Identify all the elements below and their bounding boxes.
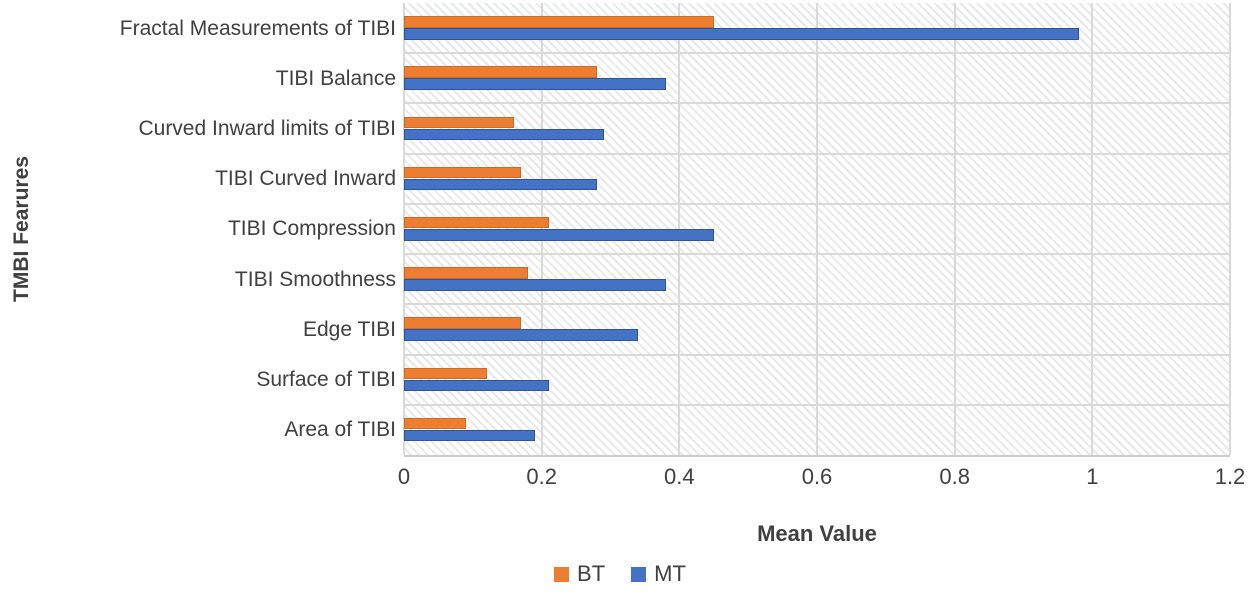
bar-mt — [404, 78, 666, 90]
bar-mt — [404, 379, 549, 392]
bar-mt — [404, 128, 604, 141]
category-axis: Fractal Measurements of TIBI TIBI Balance… — [0, 3, 396, 455]
bar-mt — [404, 429, 535, 442]
x-axis-title: Mean Value — [757, 521, 877, 546]
row-separator — [404, 102, 1230, 105]
category-label: Surface of TIBI — [256, 368, 396, 392]
row-separator — [404, 303, 1230, 306]
bar-bt — [404, 367, 487, 380]
bar-bt — [404, 116, 515, 129]
gridline — [1091, 3, 1094, 455]
bar-mt — [404, 279, 666, 291]
category-label: Curved Inward limits of TIBI — [138, 117, 396, 140]
x-tick-label: 0.2 — [526, 464, 557, 489]
bar-bt — [404, 267, 528, 279]
bar-mt — [404, 229, 714, 241]
category-label: TIBI Balance — [275, 66, 396, 90]
legend-swatch-bt — [554, 566, 570, 582]
plot-area — [403, 3, 1231, 457]
bar-mt — [404, 28, 1079, 40]
legend-label: MT — [654, 561, 686, 586]
row-separator — [404, 353, 1230, 356]
row-separator — [404, 403, 1230, 406]
row-separator — [404, 202, 1230, 205]
bar-bt — [404, 16, 714, 28]
legend: BT MT — [0, 561, 1240, 587]
bar-bt — [404, 317, 522, 329]
x-tick-label: 0.8 — [939, 464, 970, 489]
category-label: TIBI Compression — [227, 217, 396, 241]
category-label: TIBI Curved Inward — [215, 167, 396, 191]
row-separator — [404, 152, 1230, 155]
bar-bt — [404, 216, 549, 229]
bar-bt — [404, 166, 522, 179]
row-separator — [404, 253, 1230, 256]
x-tick-label: 1 — [1086, 464, 1099, 489]
legend-item-bt: BT — [554, 561, 605, 587]
category-label: Area of TIBI — [284, 418, 396, 442]
gridline — [816, 3, 818, 455]
legend-item-mt: MT — [631, 561, 686, 587]
x-tick-label: 0.6 — [801, 464, 833, 489]
category-label: TIBI Smoothness — [234, 267, 396, 291]
legend-label: BT — [577, 561, 606, 586]
gridline — [1229, 3, 1231, 455]
x-tick-label: 0 — [397, 464, 411, 489]
category-label: Edge TIBI — [302, 317, 396, 341]
bar-mt — [404, 178, 597, 191]
bar-bt — [404, 66, 597, 78]
bar-mt — [404, 329, 639, 341]
x-tick-label: 1.2 — [1214, 464, 1246, 489]
category-label: Fractal Measurements of TIBI — [119, 16, 396, 40]
gridline — [953, 3, 956, 455]
row-separator — [404, 52, 1230, 55]
x-tick-label: 0.4 — [664, 464, 695, 489]
legend-swatch-mt — [631, 566, 647, 582]
bar-bt — [404, 417, 466, 430]
